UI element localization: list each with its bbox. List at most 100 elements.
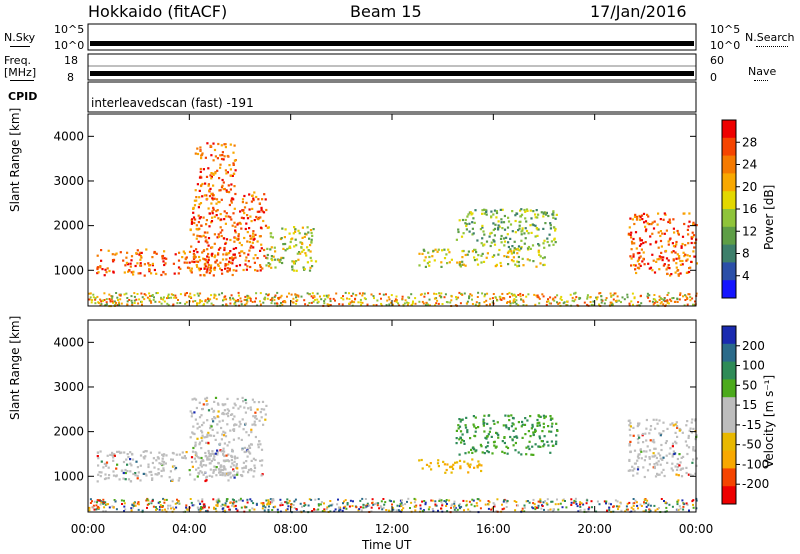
data-pixel <box>686 254 689 257</box>
data-pixel <box>216 423 219 426</box>
data-pixel <box>209 468 212 471</box>
data-pixel <box>197 507 200 510</box>
data-pixel <box>499 261 502 265</box>
data-pixel <box>196 304 198 306</box>
data-pixel <box>104 464 108 467</box>
data-pixel <box>260 464 263 467</box>
data-pixel <box>480 261 483 264</box>
data-pixel <box>269 235 272 238</box>
data-pixel <box>246 294 249 297</box>
data-pixel <box>692 506 695 509</box>
data-pixel <box>421 252 424 255</box>
data-pixel <box>471 250 474 253</box>
data-pixel <box>212 159 215 162</box>
data-pixel <box>236 223 239 226</box>
data-pixel <box>407 497 410 500</box>
data-pixel <box>272 506 275 509</box>
data-pixel <box>385 509 388 511</box>
data-pixel <box>520 246 523 249</box>
data-pixel <box>215 202 218 205</box>
data-pixel <box>137 272 140 275</box>
data-pixel <box>497 224 500 227</box>
data-pixel <box>467 471 470 474</box>
data-pixel <box>257 401 261 404</box>
data-pixel <box>496 498 499 501</box>
data-pixel <box>297 258 300 261</box>
data-pixel <box>509 223 513 226</box>
data-pixel <box>111 451 114 454</box>
data-pixel <box>263 248 266 252</box>
data-pixel <box>149 300 152 303</box>
data-pixel <box>190 222 193 225</box>
data-pixel <box>323 509 326 512</box>
data-pixel <box>465 504 468 507</box>
data-pixel <box>216 431 219 434</box>
data-pixel <box>675 421 678 424</box>
data-pixel <box>669 423 672 426</box>
data-pixel <box>219 166 222 169</box>
data-pixel <box>514 441 517 445</box>
data-pixel <box>659 457 662 460</box>
data-pixel <box>198 425 201 428</box>
data-pixel <box>643 459 646 462</box>
data-pixel <box>432 510 435 513</box>
data-pixel <box>667 243 670 246</box>
data-pixel <box>234 169 237 172</box>
data-pixel <box>630 236 633 239</box>
data-pixel <box>410 501 413 504</box>
data-pixel <box>632 264 636 267</box>
data-pixel <box>692 234 696 237</box>
data-pixel <box>155 272 158 275</box>
data-pixel <box>508 291 511 294</box>
data-pixel <box>519 220 522 223</box>
data-pixel <box>430 468 433 471</box>
data-pixel <box>551 298 554 301</box>
data-pixel <box>531 445 534 448</box>
data-pixel <box>266 247 269 250</box>
data-pixel <box>217 235 221 238</box>
data-pixel <box>612 294 615 297</box>
data-pixel <box>304 503 307 506</box>
data-pixel <box>483 430 486 433</box>
data-pixel <box>476 464 479 468</box>
data-pixel <box>549 296 552 299</box>
data-pixel <box>214 254 217 257</box>
data-pixel <box>113 300 116 303</box>
data-pixel <box>157 468 160 471</box>
data-pixel <box>570 498 573 501</box>
data-pixel <box>199 267 202 270</box>
data-pixel <box>548 430 551 433</box>
data-pixel <box>317 498 320 501</box>
data-pixel <box>392 500 395 503</box>
data-pixel <box>136 262 139 265</box>
data-pixel <box>151 478 154 481</box>
data-pixel <box>652 298 655 301</box>
data-pixel <box>230 459 233 462</box>
data-pixel <box>123 510 125 513</box>
data-pixel <box>143 457 146 460</box>
data-pixel <box>632 255 635 258</box>
data-pixel <box>273 246 276 249</box>
data-pixel <box>267 294 270 297</box>
data-pixel <box>397 302 400 305</box>
data-pixel <box>657 231 660 234</box>
data-pixel <box>632 508 635 511</box>
data-pixel <box>628 302 631 305</box>
data-pixel <box>198 401 201 404</box>
data-pixel <box>605 502 607 505</box>
data-pixel <box>468 230 471 233</box>
data-pixel <box>658 257 661 261</box>
data-pixel <box>675 425 679 428</box>
data-pixel <box>256 269 259 272</box>
data-pixel <box>226 412 230 415</box>
data-pixel <box>475 301 478 304</box>
data-pixel <box>252 246 255 249</box>
data-pixel <box>294 230 297 233</box>
data-pixel <box>205 476 208 479</box>
data-pixel <box>206 268 209 271</box>
data-pixel <box>644 220 648 223</box>
data-pixel <box>427 251 430 254</box>
data-pixel <box>443 296 446 299</box>
data-pixel <box>207 244 210 247</box>
data-pixel <box>263 297 266 300</box>
